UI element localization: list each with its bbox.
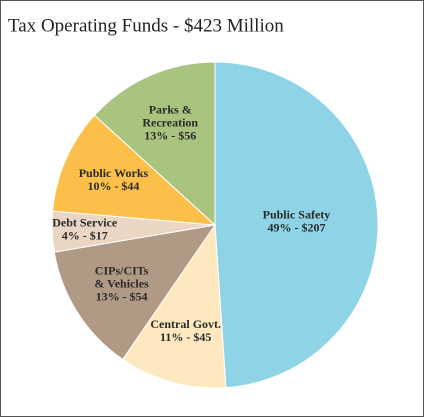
chart-title: Tax Operating Funds - $423 Million bbox=[8, 15, 284, 36]
slice-label: CIPs/CITs & Vehicles bbox=[94, 263, 149, 290]
pie-slice bbox=[93, 61, 216, 227]
pie-slice bbox=[214, 61, 379, 389]
slice-label: Parks & Recreation bbox=[142, 102, 198, 129]
slice-label: Debt Service bbox=[52, 216, 118, 230]
value-label: 13% - $56 bbox=[144, 128, 196, 142]
slice-label: Central Govt. bbox=[150, 317, 221, 331]
pie-slice bbox=[53, 224, 217, 361]
slice-label: Public Works bbox=[79, 166, 149, 180]
value-label: 11% - $45 bbox=[160, 330, 211, 344]
value-label: 13% - $54 bbox=[96, 289, 148, 303]
value-label: 4% - $17 bbox=[62, 229, 108, 243]
value-label: 49% - $207 bbox=[267, 221, 325, 235]
value-label: 10% - $44 bbox=[87, 179, 139, 193]
pie-slice bbox=[122, 223, 227, 389]
slice-label: Public Safety bbox=[263, 208, 331, 222]
pie-slice bbox=[52, 114, 217, 226]
